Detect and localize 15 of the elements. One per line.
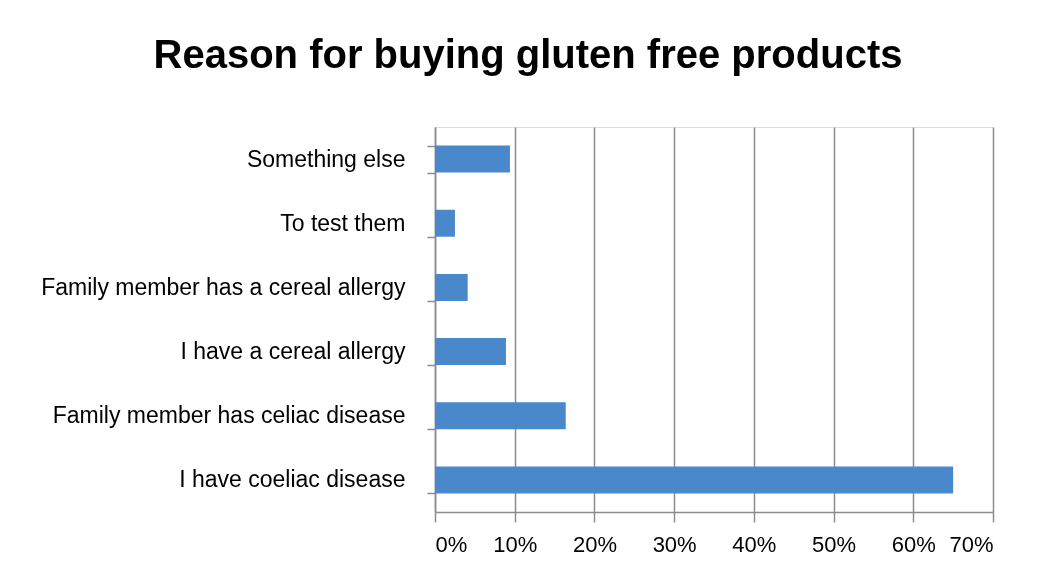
x-tick-label: 40%	[732, 531, 777, 557]
x-tick-label: 70%	[949, 531, 994, 557]
y-tick-label: Something else	[246, 145, 406, 172]
x-tick-label: 30%	[652, 531, 697, 557]
y-tick-label: I have a cereal allergy	[180, 338, 406, 365]
x-tick-label: 60%	[891, 531, 936, 557]
y-tick-label: Family member has a cereal allergy	[41, 273, 406, 300]
x-tick-label: 0%	[435, 531, 468, 557]
y-tick-label: To test them	[280, 209, 406, 236]
chart-title: Reason for buying gluten free products	[153, 32, 903, 76]
y-tick-label: I have coeliac disease	[179, 466, 406, 493]
x-tick-label: 50%	[812, 531, 857, 557]
x-tick-label: 20%	[572, 531, 617, 557]
x-tick-label: 10%	[493, 531, 538, 557]
y-tick-label: Family member has celiac disease	[52, 402, 406, 429]
